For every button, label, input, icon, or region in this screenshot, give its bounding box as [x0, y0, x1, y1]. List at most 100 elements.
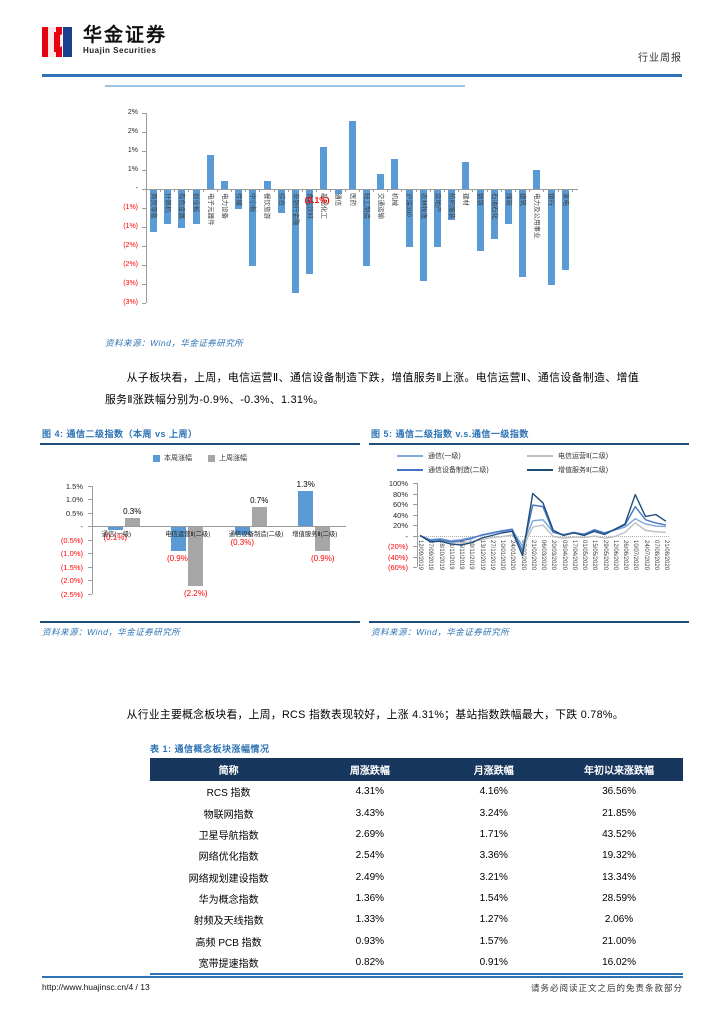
- concept-index-table: 简称 周涨跌幅 月涨跌幅 年初以来涨跌幅 RCS 指数 4.31% 4.16% 36.56%…: [150, 758, 683, 976]
- x-category-label: 电子元器件: [206, 193, 214, 226]
- legend-label: 增值服务Ⅱ(二级): [558, 467, 609, 474]
- y-axis-tick-mark: [413, 514, 417, 516]
- table-cell: 36.56%: [602, 786, 636, 798]
- y-axis-line: [146, 113, 147, 303]
- y-axis-tick-label: (40%): [387, 552, 408, 562]
- x-date-label: 12/09/2019: [417, 539, 423, 570]
- legend-row: 通信设备制造(二级) 增值服务Ⅱ(二级): [397, 465, 657, 479]
- x-axis-tick-mark: [231, 189, 232, 192]
- table-header-cell: 简称: [150, 758, 308, 781]
- legend-line-swatch: [397, 455, 423, 457]
- x-date-label: 07/08/2020: [652, 539, 659, 570]
- y-axis-tick-label: 2%: [127, 109, 138, 116]
- x-category-label: 建筑: [518, 193, 526, 206]
- bar: [164, 190, 172, 225]
- x-date-label: 27/09/2019: [427, 539, 434, 570]
- y-axis-tick-mark: [88, 499, 92, 500]
- x-axis-tick-mark: [373, 189, 374, 192]
- table-header-row: 简称 周涨跌幅 月涨跌幅 年初以来涨跌幅: [150, 758, 683, 781]
- table-row: 高频 PCB 指数 0.93% 1.57% 21.00%: [150, 931, 683, 952]
- table-cell: 0.93%: [355, 935, 385, 947]
- y-axis-tick-mark: [88, 485, 92, 487]
- y-axis-tick-label: 1.5%: [65, 481, 83, 491]
- figure4-legend: 本周涨幅 上周涨幅: [40, 453, 360, 463]
- x-category-label: 综合: [277, 193, 285, 206]
- table-cell: 1.27%: [479, 914, 508, 926]
- table-cell: 1.33%: [355, 914, 385, 926]
- x-axis-tick-mark: [358, 189, 360, 192]
- x-category-label: 家电: [561, 193, 569, 206]
- bar: [292, 190, 299, 293]
- x-date-label: 12/06/2020: [611, 539, 618, 570]
- y-axis-tick-mark: [413, 493, 417, 495]
- y-axis-tick-mark: [413, 535, 417, 537]
- legend-label: 电信运营Ⅱ(二级): [558, 453, 609, 460]
- bar: [391, 158, 399, 189]
- footer-url-page: http://www.huajinsc.cn/4 / 13: [42, 982, 150, 992]
- x-category-label: 通信: [334, 193, 342, 206]
- y-axis-tick-mark: [88, 553, 92, 554]
- brand-name-cn: 华金证券: [83, 25, 168, 46]
- figure5-line-chart: 通信(一级) 电信运营Ⅱ(二级) 通信设备制造(二级) 增值服务Ⅱ(二级) 100% 80…: [369, 449, 689, 617]
- bar-value-label: 1.3%: [296, 479, 315, 489]
- x-category-label: 非银行金融: [291, 193, 299, 226]
- report-type-label: 行业周报: [638, 53, 682, 64]
- zero-dotted-line: [417, 535, 669, 537]
- table-cell: 华为概念指数: [198, 895, 259, 907]
- y-axis-tick-mark: [142, 284, 146, 285]
- table-row: 网络规划建设指数 2.49% 3.21% 13.34%: [150, 867, 683, 888]
- footer-divider: [42, 976, 683, 978]
- table-cell: 网络优化指数: [198, 852, 259, 864]
- x-category-label: 电力及公用事业: [533, 193, 541, 239]
- figure5-caption: 图 5: 通信二级指数 v.s.通信一级指数: [371, 429, 529, 439]
- bar: [235, 190, 243, 209]
- bar: [124, 517, 140, 526]
- table-cell: 2.69%: [355, 828, 385, 840]
- bar: [320, 147, 328, 189]
- bar-value-label: (0.1%): [103, 532, 128, 542]
- x-category-label: 煤炭: [504, 193, 512, 206]
- x-axis-tick-mark: [543, 189, 545, 192]
- y-axis-tick-label: 20%: [392, 521, 408, 530]
- x-category-label: 轻工制造: [362, 193, 370, 219]
- table-cell: 21.85%: [602, 807, 636, 819]
- bar: [221, 181, 228, 189]
- table-cell: RCS 指数: [206, 788, 251, 800]
- x-axis-tick-mark: [387, 189, 389, 192]
- legend-row: 通信(一级) 电信运营Ⅱ(二级): [397, 451, 657, 465]
- table-row: 物联网指数 3.43% 3.24% 21.85%: [150, 802, 683, 823]
- x-category-label: 通信设备制造(二级): [228, 531, 284, 538]
- x-axis-tick-mark: [557, 189, 559, 192]
- y-axis-tick-label: 40%: [392, 510, 408, 520]
- x-date-label: 10/07/2020: [632, 539, 639, 570]
- x-axis-tick-mark: [216, 189, 218, 192]
- x-date-label: 21/02/2020: [529, 539, 536, 570]
- table1-caption: 表 1: 通信概念板块涨幅情况: [150, 744, 270, 754]
- table-cell: 43.52%: [602, 828, 636, 840]
- legend-line-swatch: [397, 469, 423, 471]
- table-cell: 物联网指数: [203, 809, 254, 821]
- y-axis-tick-label: (1%): [123, 223, 138, 230]
- x-axis-tick-mark: [500, 189, 502, 192]
- table-row: 射频及天线指数 1.33% 1.27% 2.06%: [150, 909, 683, 930]
- x-date-label: 01/11/2019: [447, 539, 454, 570]
- huajin-logo-icon: [42, 27, 72, 57]
- x-category-label: 通信(一级): [101, 531, 132, 538]
- legend-line-swatch: [527, 455, 553, 457]
- x-axis-tick-mark: [287, 189, 289, 192]
- y-axis-tick-mark: [142, 303, 146, 304]
- x-category-label: 创业板: [192, 193, 200, 213]
- bar: [505, 190, 512, 225]
- y-axis-tick-mark: [142, 208, 146, 209]
- brand-name-en: Huajin Securities: [83, 46, 157, 55]
- bar: [561, 190, 569, 270]
- table-header-cell: 周涨跌幅: [307, 758, 433, 781]
- figure4-source: 资料来源：Wind，华金证券研究所: [40, 621, 360, 640]
- bar: [490, 190, 498, 240]
- table-cell: 13.34%: [602, 871, 636, 883]
- legend-item: 通信设备制造(二级): [397, 465, 527, 475]
- x-axis-tick-mark: [415, 189, 417, 192]
- y-axis-tick-mark: [88, 593, 92, 595]
- bar: [178, 190, 186, 228]
- table-cell: 1.36%: [355, 893, 385, 905]
